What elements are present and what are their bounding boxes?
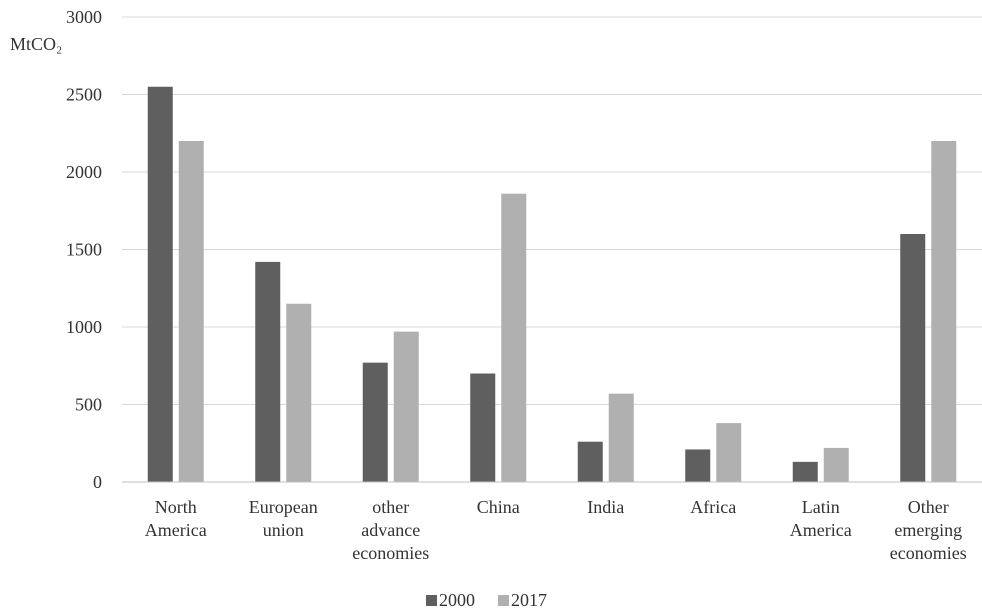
bar-2000-0	[147, 86, 173, 482]
category-label: China	[477, 497, 520, 517]
y-tick-label: 2500	[66, 85, 102, 105]
y-tick-label: 1500	[66, 240, 102, 260]
bar-2000-7	[900, 234, 926, 482]
bar-2017-4	[608, 393, 634, 482]
category-label: economies	[352, 543, 429, 563]
legend-swatch-2017	[498, 595, 509, 606]
category-label: Africa	[690, 497, 736, 517]
category-label: Latin	[802, 497, 840, 517]
bar-2017-2	[393, 331, 419, 482]
legend-label-2017: 2017	[511, 590, 547, 610]
category-label: America	[790, 520, 852, 540]
x-axis-category-labels: North America European union other advance eco…	[145, 497, 967, 563]
category-label: Other	[908, 497, 949, 517]
legend-label-2000: 2000	[439, 590, 475, 610]
category-label: economies	[890, 543, 967, 563]
bar-2000-5	[685, 449, 711, 482]
bar-2000-2	[362, 362, 388, 482]
y-axis-unit-label: MtCO₂	[10, 34, 62, 54]
category-label: union	[263, 520, 304, 540]
bar-2000-6	[792, 461, 818, 482]
bar-2017-7	[931, 141, 957, 482]
bar-2017-3	[501, 193, 527, 482]
category-label: advance	[361, 520, 420, 540]
bar-2000-1	[255, 261, 281, 482]
y-tick-label: 3000	[66, 7, 102, 27]
bar-2000-3	[470, 373, 496, 482]
category-label: other	[372, 497, 409, 517]
category-label: emerging	[894, 520, 962, 540]
bar-2017-0	[178, 141, 204, 482]
bar-2017-5	[716, 423, 742, 482]
bar-2017-1	[286, 303, 312, 482]
bar-2017-6	[823, 447, 849, 482]
gridlines	[122, 16, 982, 405]
category-label: India	[587, 497, 624, 517]
category-label: America	[145, 520, 207, 540]
legend-swatch-2000	[426, 595, 437, 606]
category-label: North	[155, 497, 197, 517]
bar-2000-4	[577, 441, 603, 482]
bars	[147, 86, 957, 482]
legend: 2000 2017	[426, 590, 547, 610]
y-tick-label: 2000	[66, 162, 102, 182]
y-axis-ticks: 0 500 1000 1500 2000 2500 3000	[66, 7, 102, 492]
y-tick-label: 1000	[66, 317, 102, 337]
category-label: European	[249, 497, 318, 517]
y-tick-label: 500	[75, 395, 102, 415]
y-tick-label: 0	[93, 472, 102, 492]
